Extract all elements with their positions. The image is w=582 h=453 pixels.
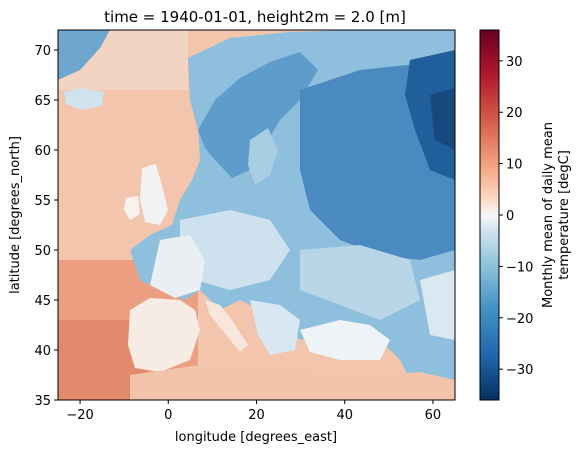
balkans-region bbox=[250, 300, 300, 355]
colorbar-tick-label: −20 bbox=[506, 312, 533, 327]
y-tick-label: 40 bbox=[34, 344, 51, 359]
y-tick-label: 55 bbox=[34, 194, 51, 209]
colorbar-tick-label: −30 bbox=[506, 363, 533, 378]
x-tick-label: 40 bbox=[336, 408, 353, 423]
baltic-region bbox=[248, 128, 278, 185]
central-europe-region bbox=[180, 210, 290, 290]
british-isles-region bbox=[140, 164, 168, 225]
colorbar-tick-label: 0 bbox=[506, 209, 514, 224]
colorbar-tick-label: 30 bbox=[506, 55, 523, 70]
x-tick-label: 60 bbox=[425, 408, 442, 423]
y-axis-ticks: 35 40 45 50 55 60 65 70 bbox=[34, 44, 58, 409]
caspian-region bbox=[420, 270, 455, 340]
siberia-coldest-region bbox=[405, 50, 455, 180]
x-tick-label: 0 bbox=[164, 408, 172, 423]
y-axis-label: latitude [degrees_north] bbox=[8, 136, 23, 294]
core-cold-spot bbox=[430, 88, 455, 150]
colorbar-tick-label: 20 bbox=[506, 106, 523, 121]
iberia-region bbox=[128, 298, 200, 372]
colorbar-label-line-1: Monthly mean of daily mean bbox=[541, 122, 556, 308]
colorbar bbox=[479, 29, 500, 401]
steppe-region bbox=[300, 245, 420, 320]
x-axis-ticks: −20 0 20 40 60 bbox=[66, 400, 441, 423]
y-tick-label: 45 bbox=[34, 294, 51, 309]
colorbar-tick-label: 10 bbox=[506, 158, 523, 173]
temperature-field bbox=[58, 30, 455, 400]
y-tick-label: 50 bbox=[34, 244, 51, 259]
colorbar-label-line-2: temperature [degC] bbox=[557, 150, 572, 280]
y-tick-label: 60 bbox=[34, 144, 51, 159]
north-africa-region bbox=[130, 365, 455, 400]
anatolia-region bbox=[300, 320, 390, 360]
greenland-region bbox=[58, 30, 110, 80]
x-tick-label: 20 bbox=[248, 408, 265, 423]
x-tick-label: −20 bbox=[66, 408, 93, 423]
y-tick-label: 35 bbox=[34, 394, 51, 409]
italy-region bbox=[205, 300, 248, 352]
colorbar-tick-label: −10 bbox=[506, 260, 533, 275]
france-region bbox=[150, 235, 205, 298]
y-tick-label: 70 bbox=[34, 44, 51, 59]
plot-title: time = 1940-01-01, height2m = 2.0 [m] bbox=[104, 8, 406, 26]
colorbar-ticks: −30 −20 −10 0 10 20 30 bbox=[499, 55, 533, 378]
iceland-region bbox=[64, 88, 104, 110]
x-axis-label: longitude [degrees_east] bbox=[175, 430, 337, 445]
y-tick-label: 65 bbox=[34, 94, 51, 109]
scandinavia-region bbox=[198, 52, 318, 178]
ireland-region bbox=[124, 196, 140, 220]
